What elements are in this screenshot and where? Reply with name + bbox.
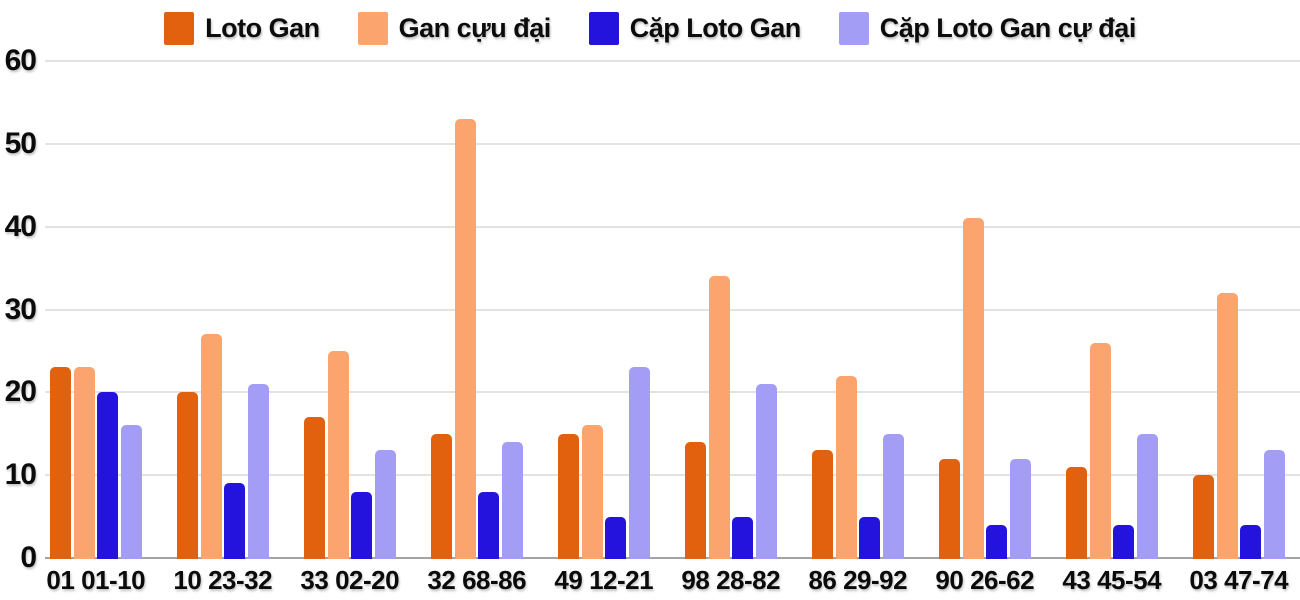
bar-loto-gan-group-9 (1066, 466, 1087, 559)
bar-loto-gan-group-10 (1193, 475, 1214, 559)
x-axis-category-label: 49 12-21 (554, 565, 654, 595)
bar-c-p-loto-gan-c-i-group-1 (120, 425, 142, 559)
bar-c-p-loto-gan-group-5 (605, 516, 626, 559)
legend-label: Cặp Loto Gan (629, 12, 802, 43)
legend-swatch-icon (838, 11, 869, 45)
x-axis-category-label: 03 47-74 (1189, 565, 1289, 595)
bar-gan-c-u-i-group-10 (1216, 292, 1238, 559)
y-axis-tick-label: 10 (4, 458, 37, 492)
legend-label: Loto Gan (205, 12, 320, 43)
bar-gan-c-u-i-group-2 (200, 334, 222, 559)
bar-c-p-loto-gan-c-i-group-9 (1136, 433, 1158, 559)
y-axis-tick-label: 50 (4, 126, 37, 160)
bar-c-p-loto-gan-c-i-group-5 (628, 367, 650, 559)
gridline (45, 474, 1300, 477)
y-axis-tick-label: 60 (4, 44, 37, 77)
bar-loto-gan-group-5 (558, 433, 579, 559)
gridline (45, 391, 1300, 394)
y-axis-tick-label: 40 (4, 209, 37, 243)
bar-gan-c-u-i-group-8 (962, 218, 984, 559)
y-axis-tick-label: 30 (4, 292, 37, 326)
bar-c-p-loto-gan-group-8 (986, 524, 1007, 559)
bar-loto-gan-group-1 (50, 367, 71, 559)
bar-c-p-loto-gan-group-6 (732, 516, 753, 559)
legend-item-series-2[interactable]: Gan cựu đại (357, 11, 552, 45)
x-axis-category-label: 43 45-54 (1062, 565, 1162, 595)
gridline (45, 308, 1300, 311)
bar-loto-gan-group-7 (812, 450, 833, 559)
bar-c-p-loto-gan-group-10 (1240, 524, 1261, 559)
x-axis-category-label: 32 68-86 (427, 565, 527, 595)
bar-c-p-loto-gan-group-3 (351, 491, 372, 559)
bar-c-p-loto-gan-c-i-group-2 (247, 384, 269, 559)
x-axis-category-label: 01 01-10 (46, 565, 146, 595)
bar-gan-c-u-i-group-9 (1089, 342, 1111, 559)
x-axis-category-label: 10 23-32 (173, 565, 273, 595)
bar-gan-c-u-i-group-5 (581, 425, 603, 559)
bar-gan-c-u-i-group-7 (835, 375, 857, 559)
x-axis-category-label: 86 29-92 (808, 565, 908, 595)
bar-c-p-loto-gan-group-4 (478, 491, 499, 559)
bar-loto-gan-group-3 (304, 417, 325, 559)
x-axis-category-label: 90 26-62 (935, 565, 1035, 595)
bar-loto-gan-group-6 (685, 442, 706, 559)
gridline (45, 225, 1300, 228)
legend-swatch-icon (357, 11, 388, 45)
bar-loto-gan-group-2 (177, 392, 198, 559)
bar-c-p-loto-gan-c-i-group-8 (1009, 458, 1031, 559)
legend: Loto Gan Gan cựu đại Cặp Loto Gan Cặp Loto … (0, 9, 1300, 47)
bar-c-p-loto-gan-c-i-group-6 (755, 384, 777, 559)
bar-c-p-loto-gan-group-7 (859, 516, 880, 559)
bar-c-p-loto-gan-group-9 (1113, 524, 1134, 559)
bar-c-p-loto-gan-group-1 (97, 392, 118, 559)
bar-c-p-loto-gan-c-i-group-3 (374, 450, 396, 559)
gridline (45, 60, 1300, 62)
bar-c-p-loto-gan-group-2 (224, 483, 245, 559)
legend-swatch-icon (588, 11, 619, 45)
bar-gan-c-u-i-group-4 (454, 118, 476, 559)
y-axis-tick-label: 0 (20, 541, 37, 574)
bar-loto-gan-group-8 (939, 458, 960, 559)
legend-item-series-4[interactable]: Cặp Loto Gan cự đại (838, 11, 1137, 45)
bar-c-p-loto-gan-c-i-group-7 (882, 433, 904, 559)
legend-swatch-icon (164, 11, 195, 45)
legend-label: Cặp Loto Gan cự đại (879, 12, 1137, 43)
x-axis-line (45, 557, 1300, 559)
bar-c-p-loto-gan-c-i-group-10 (1263, 450, 1285, 559)
bar-c-p-loto-gan-c-i-group-4 (501, 442, 523, 559)
bar-gan-c-u-i-group-1 (73, 367, 95, 559)
bar-loto-gan-group-4 (431, 433, 452, 559)
x-axis-category-label: 33 02-20 (300, 565, 400, 595)
legend-item-series-3[interactable]: Cặp Loto Gan (588, 11, 802, 45)
bar-gan-c-u-i-group-6 (708, 276, 730, 559)
legend-label: Gan cựu đại (398, 12, 552, 43)
gridline (45, 142, 1300, 145)
legend-item-series-1[interactable]: Loto Gan (164, 11, 320, 45)
bar-gan-c-u-i-group-3 (327, 350, 349, 559)
x-axis-category-label: 98 28-82 (681, 565, 781, 595)
y-axis-tick-label: 20 (4, 375, 37, 409)
